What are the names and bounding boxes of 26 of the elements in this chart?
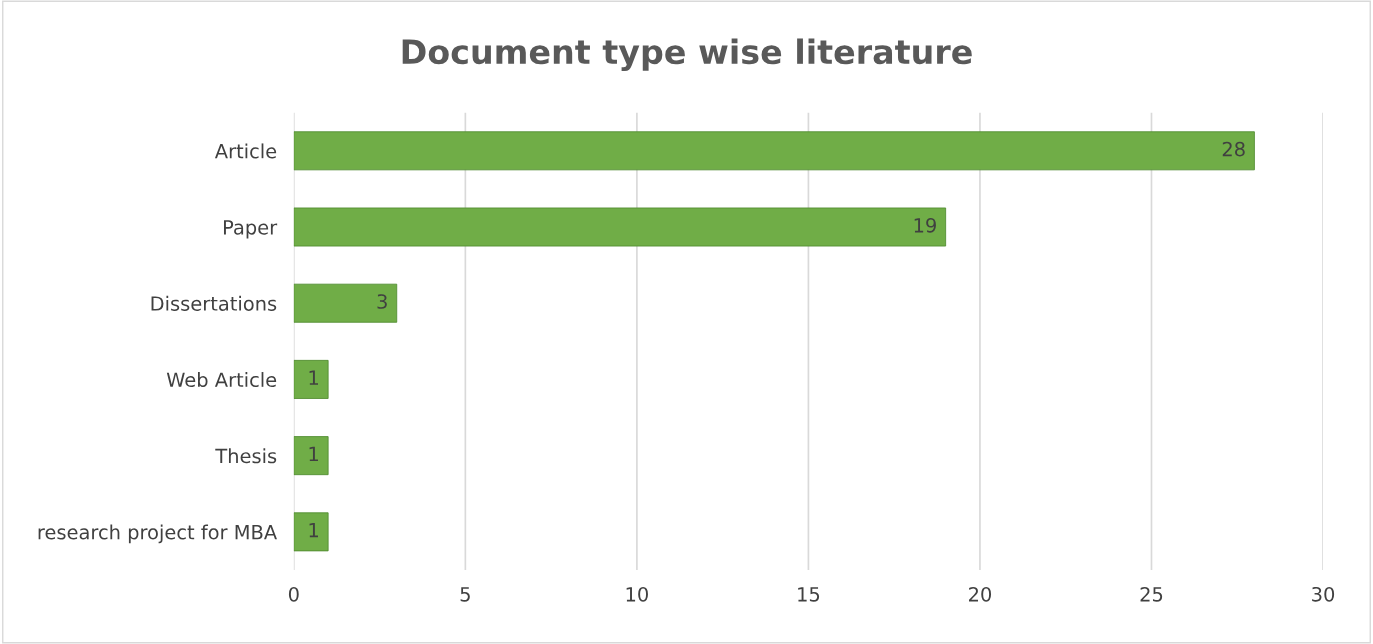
bar xyxy=(293,131,1255,171)
data-label: 28 xyxy=(1222,141,1245,157)
x-tick-label: 20 xyxy=(969,586,992,602)
x-tick-label: 25 xyxy=(1140,586,1163,602)
data-label: 1 xyxy=(309,523,318,538)
y-tick-label: Thesis xyxy=(215,448,277,464)
x-tick-label: 30 xyxy=(1312,586,1335,602)
data-label: 1 xyxy=(309,446,318,461)
x-tick-label: 0 xyxy=(288,586,299,602)
y-tick-label: research project for MBA xyxy=(38,524,277,544)
bar xyxy=(293,512,329,552)
y-tick-label: Web Article xyxy=(166,372,277,388)
data-label: 3 xyxy=(377,294,387,309)
data-label: 19 xyxy=(914,217,936,233)
y-tick-label: Article xyxy=(214,143,277,159)
chart-title: Document type wise literature xyxy=(402,38,972,71)
bar xyxy=(293,359,329,399)
data-label: 1 xyxy=(309,370,318,385)
x-tick-label: 15 xyxy=(798,587,820,602)
y-tick-label: Dissertations xyxy=(151,295,277,311)
bar xyxy=(293,436,329,476)
bar xyxy=(293,207,947,247)
y-tick-label: Paper xyxy=(224,220,278,239)
x-tick-label: 10 xyxy=(626,586,648,602)
bar xyxy=(293,283,398,323)
x-tick-label: 5 xyxy=(460,587,470,602)
